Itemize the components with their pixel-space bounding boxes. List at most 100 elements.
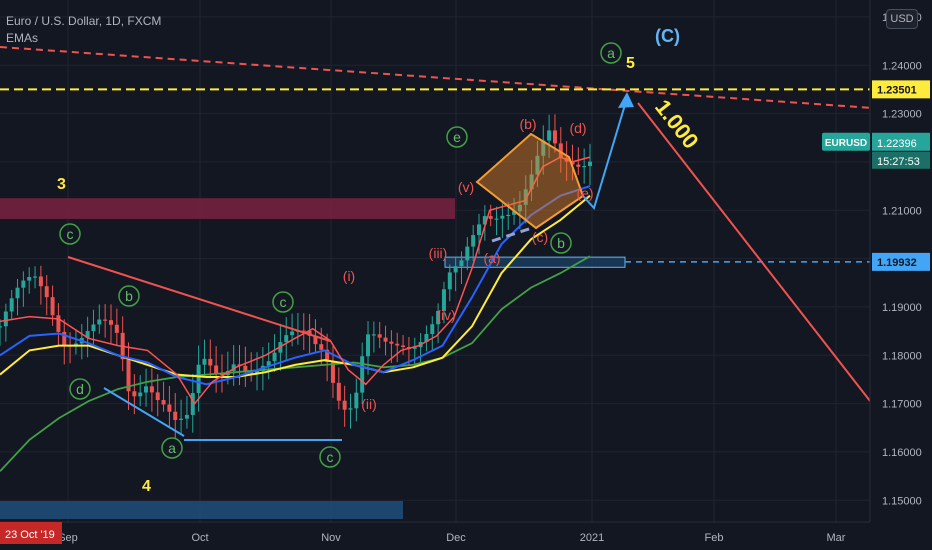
time-axis[interactable]: Sep Oct Nov Dec 2021 Feb Mar — [0, 521, 932, 550]
candle — [103, 304, 108, 338]
candle — [558, 127, 563, 173]
candle — [366, 321, 371, 375]
red-label: (e) — [576, 185, 593, 201]
svg-text:b: b — [125, 288, 133, 304]
circled-label-c: c — [59, 223, 81, 245]
price-tag-value: 1.19932 — [877, 257, 917, 269]
ema-fast-line — [0, 156, 591, 405]
y-tick-label: 1.17000 — [882, 399, 922, 411]
candle — [412, 337, 417, 369]
resistance-zone[interactable] — [0, 198, 455, 219]
x-tick-label: Oct — [191, 532, 208, 544]
candle — [395, 332, 400, 363]
candle — [371, 321, 376, 353]
candle — [97, 304, 102, 334]
candle — [424, 325, 429, 352]
y-tick-label: 1.23000 — [882, 109, 922, 121]
candle — [588, 143, 592, 186]
candle — [535, 140, 540, 188]
y-tick-label: 1.21000 — [882, 205, 922, 217]
fib-ratio-label: 1.000 — [650, 95, 704, 154]
currency-badge[interactable]: USD — [886, 9, 918, 29]
circled-wave-labels: c a b c d e a c b — [59, 42, 622, 468]
candle — [436, 303, 441, 344]
candle — [441, 281, 446, 324]
circled-label-c: c — [319, 446, 341, 468]
candle — [447, 264, 452, 302]
candle — [15, 278, 20, 316]
x-tick-label: 2021 — [580, 532, 604, 544]
candle — [430, 316, 435, 352]
svg-text:c: c — [327, 449, 334, 465]
candle — [354, 378, 359, 422]
circled-label-a: a — [600, 42, 622, 64]
y-tick-label: 1.24000 — [882, 60, 922, 72]
trend-line-top[interactable] — [67, 256, 331, 342]
price-tag: 1.23501 — [872, 80, 930, 99]
candle — [459, 251, 464, 284]
candle — [336, 367, 341, 410]
candle — [360, 342, 365, 404]
x-tick-label: Feb — [705, 532, 724, 544]
svg-text:a: a — [607, 45, 615, 61]
candles — [0, 114, 592, 440]
y-tick-label: 1.15000 — [882, 495, 922, 507]
svg-text:c: c — [280, 294, 287, 310]
candle — [38, 265, 43, 305]
candle — [73, 330, 78, 355]
red-label: (d) — [569, 120, 586, 136]
trend-line-bottom-a[interactable] — [103, 387, 185, 437]
y-tick-label: 1.19000 — [882, 302, 922, 314]
candle — [161, 381, 166, 412]
wave-label-3: 3 — [57, 176, 66, 193]
candle — [44, 275, 49, 316]
candle — [138, 375, 143, 407]
candle — [167, 385, 172, 429]
candle — [482, 205, 487, 241]
candle — [582, 148, 587, 184]
triangle-pattern[interactable] — [475, 132, 585, 230]
svg-text:d: d — [76, 381, 84, 397]
circled-label-b: b — [550, 232, 572, 254]
candle — [62, 319, 67, 365]
last-price-tag: EURUSD 1.22396 15:27:53 — [822, 132, 930, 169]
ema-blue-line — [0, 185, 591, 386]
bottom-blue-box — [0, 501, 403, 519]
candle — [243, 346, 248, 388]
red-label: (b) — [519, 116, 536, 132]
projection-path-up[interactable] — [582, 97, 628, 210]
candle — [108, 304, 113, 344]
x-tick-label: Nov — [321, 532, 341, 544]
candle — [179, 399, 184, 435]
candle — [190, 373, 195, 433]
candle — [272, 334, 277, 372]
countdown-timer: 15:27:53 — [877, 156, 920, 168]
dashed-red-trend[interactable] — [0, 46, 931, 113]
x-tick-label: Dec — [446, 532, 466, 544]
circled-label-d: d — [69, 378, 91, 400]
circled-label-c: c — [272, 291, 294, 313]
y-tick-label: 1.18000 — [882, 350, 922, 362]
candle — [453, 257, 458, 292]
candle — [465, 237, 470, 271]
wave-label-4: 4 — [142, 478, 151, 495]
price-axis[interactable]: 1.250001.240001.230001.220001.210001.200… — [822, 0, 932, 522]
candle — [114, 308, 119, 346]
candle — [377, 321, 382, 349]
x-tick-label: Sep — [58, 532, 78, 544]
circled-label-e: e — [446, 126, 468, 148]
circled-label-b: b — [118, 285, 140, 307]
candle — [383, 325, 388, 356]
candle — [126, 342, 131, 410]
candle — [56, 303, 61, 346]
red-wave-labels: (i) (ii) (iii) (iv) (a) (b) (c) (d) (e) (v) — [343, 116, 594, 412]
circled-label-a: a — [161, 437, 183, 459]
symbol-label: EURUSD — [825, 138, 867, 149]
candle — [184, 395, 189, 429]
svg-text:c: c — [67, 226, 74, 242]
candle — [231, 345, 236, 386]
indicator-label[interactable]: EMAs — [6, 31, 39, 45]
last-price-value: 1.22396 — [877, 138, 917, 150]
dashed-blue-small — [491, 226, 533, 243]
